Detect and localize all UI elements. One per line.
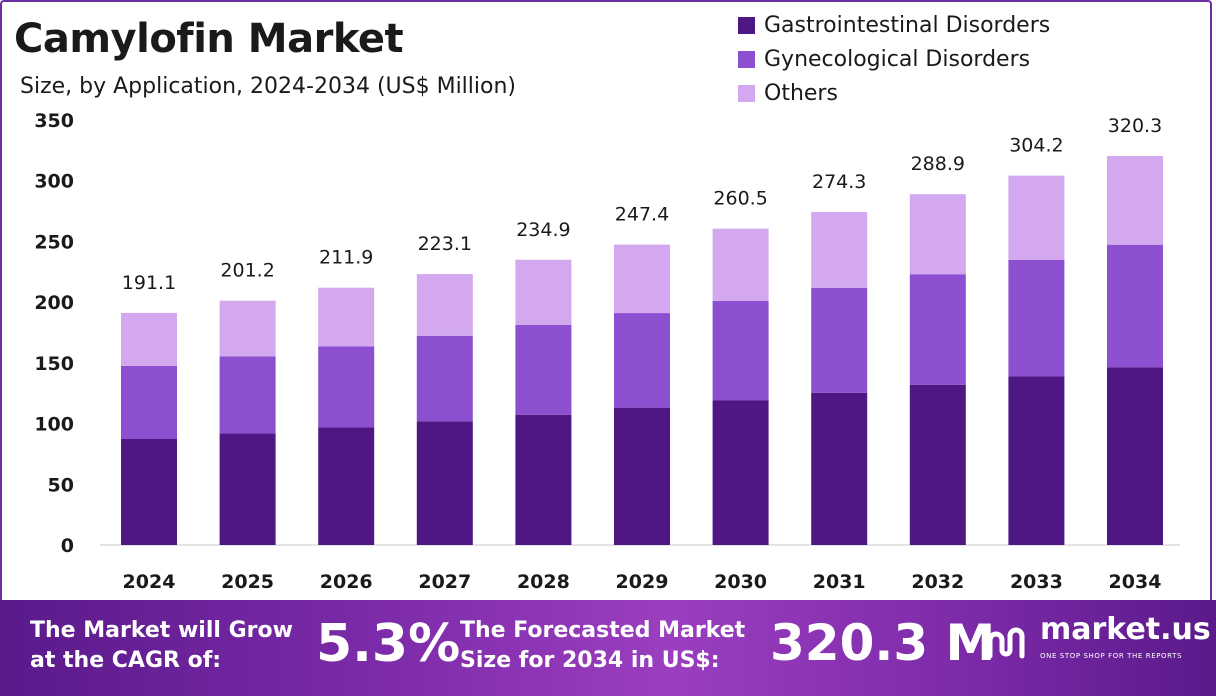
bar-2026-gynecological-disorders [318, 346, 375, 428]
bar-2033-others [1008, 175, 1065, 260]
bar-2033-gastrointestinal-disorders [1008, 376, 1065, 545]
cagr-label-line2: at the CAGR of: [30, 648, 222, 673]
brand-tagline: ONE STOP SHOP FOR THE REPORTS [1040, 652, 1183, 660]
legend: Gastrointestinal Disorders Gynecological… [738, 8, 1050, 110]
x-tick-label-2025: 2025 [221, 571, 274, 593]
bar-2031-others [811, 211, 868, 288]
chart-title: Camylofin Market [14, 16, 404, 62]
total-label-2028: 234.9 [516, 219, 570, 241]
total-label-2025: 201.2 [220, 260, 274, 282]
bar-2026-gastrointestinal-disorders [318, 427, 375, 545]
cagr-label-line1: The Market will Grow [30, 618, 293, 643]
y-tick-label-200: 200 [34, 292, 74, 314]
x-tick-label-2033: 2033 [1010, 571, 1063, 593]
total-label-2034: 320.3 [1108, 115, 1162, 137]
bar-2030-others [712, 228, 769, 301]
total-label-2024: 191.1 [122, 272, 176, 294]
x-tick-label-2026: 2026 [320, 571, 373, 593]
legend-swatch-gastrointestinal [738, 16, 755, 34]
total-label-2027: 223.1 [418, 233, 472, 255]
forecast-label-line1: The Forecasted Market [460, 618, 746, 643]
total-label-2029: 247.4 [615, 204, 669, 226]
market-us-logo-icon [987, 627, 1025, 659]
brand-name: market.us [1040, 612, 1211, 647]
bar-2024-others [121, 312, 177, 366]
legend-swatch-others [738, 84, 755, 102]
x-tick-label-2029: 2029 [616, 571, 669, 593]
bar-2032-gastrointestinal-disorders [909, 384, 966, 545]
chart-subtitle: Size, by Application, 2024-2034 (US$ Mil… [20, 74, 516, 99]
bar-2029-others [614, 244, 670, 314]
legend-swatch-gynecological [738, 50, 755, 68]
y-tick-label-250: 250 [34, 231, 74, 253]
bar-2027-gynecological-disorders [416, 335, 473, 422]
bar-2029-gynecological-disorders [614, 313, 670, 408]
bar-2024-gynecological-disorders [121, 365, 177, 439]
bar-2029-gastrointestinal-disorders [614, 407, 670, 545]
y-tick-label-100: 100 [34, 414, 74, 436]
y-tick-label-150: 150 [34, 353, 74, 375]
y-tick-label-300: 300 [34, 171, 74, 193]
x-tick-label-2031: 2031 [813, 571, 866, 593]
legend-item-gastrointestinal: Gastrointestinal Disorders [738, 8, 1050, 42]
bar-2034-gynecological-disorders [1107, 244, 1163, 368]
bar-2027-others [416, 274, 473, 336]
bar-2032-others [909, 194, 966, 275]
total-label-2032: 288.9 [911, 153, 965, 175]
total-label-2030: 260.5 [713, 188, 767, 210]
legend-item-gynecological: Gynecological Disorders [738, 42, 1050, 76]
footer-banner: The Market will Grow at the CAGR of: 5.3… [0, 600, 1216, 696]
bar-2031-gynecological-disorders [811, 287, 868, 393]
bar-2030-gynecological-disorders [712, 300, 769, 401]
bar-chart: 0 50 100 150 200 250 300 350 191.1 2024 201.2 2025 2… [34, 110, 1180, 593]
bar-2026-others [318, 287, 375, 347]
forecast-label-line2: Size for 2034 in US$: [460, 648, 720, 673]
bar-2028-others [515, 259, 572, 325]
bar-2030-gastrointestinal-disorders [712, 400, 769, 545]
y-tick-label-0: 0 [61, 535, 74, 557]
bar-2034-others [1107, 156, 1163, 245]
y-tick-label-350: 350 [34, 110, 74, 132]
x-tick-label-2030: 2030 [714, 571, 767, 593]
x-tick-label-2034: 2034 [1109, 571, 1162, 593]
bar-2025-gastrointestinal-disorders [219, 433, 276, 545]
x-tick-label-2027: 2027 [418, 571, 471, 593]
bar-2028-gynecological-disorders [515, 324, 572, 415]
bar-2025-gynecological-disorders [219, 356, 276, 434]
bar-2034-gastrointestinal-disorders [1107, 367, 1163, 545]
bar-2028-gastrointestinal-disorders [515, 414, 572, 545]
bar-2033-gynecological-disorders [1008, 259, 1065, 377]
total-label-2026: 211.9 [319, 247, 373, 269]
forecast-value: 320.3 M [770, 614, 996, 672]
legend-label-gynecological: Gynecological Disorders [764, 46, 1031, 72]
bar-2027-gastrointestinal-disorders [416, 421, 473, 545]
bar-2032-gynecological-disorders [909, 274, 966, 385]
cagr-value: 5.3% [316, 614, 461, 674]
total-label-2033: 304.2 [1009, 135, 1063, 157]
x-tick-label-2028: 2028 [517, 571, 570, 593]
legend-label-others: Others [764, 80, 838, 106]
bar-2025-others [219, 300, 276, 357]
total-label-2031: 274.3 [812, 171, 866, 193]
x-tick-label-2032: 2032 [911, 571, 964, 593]
bar-2031-gastrointestinal-disorders [811, 392, 868, 545]
legend-item-others: Others [738, 76, 1050, 110]
y-tick-label-50: 50 [48, 474, 74, 496]
legend-label-gastrointestinal: Gastrointestinal Disorders [764, 12, 1051, 38]
x-tick-label-2024: 2024 [123, 571, 176, 593]
bar-2024-gastrointestinal-disorders [121, 438, 177, 545]
